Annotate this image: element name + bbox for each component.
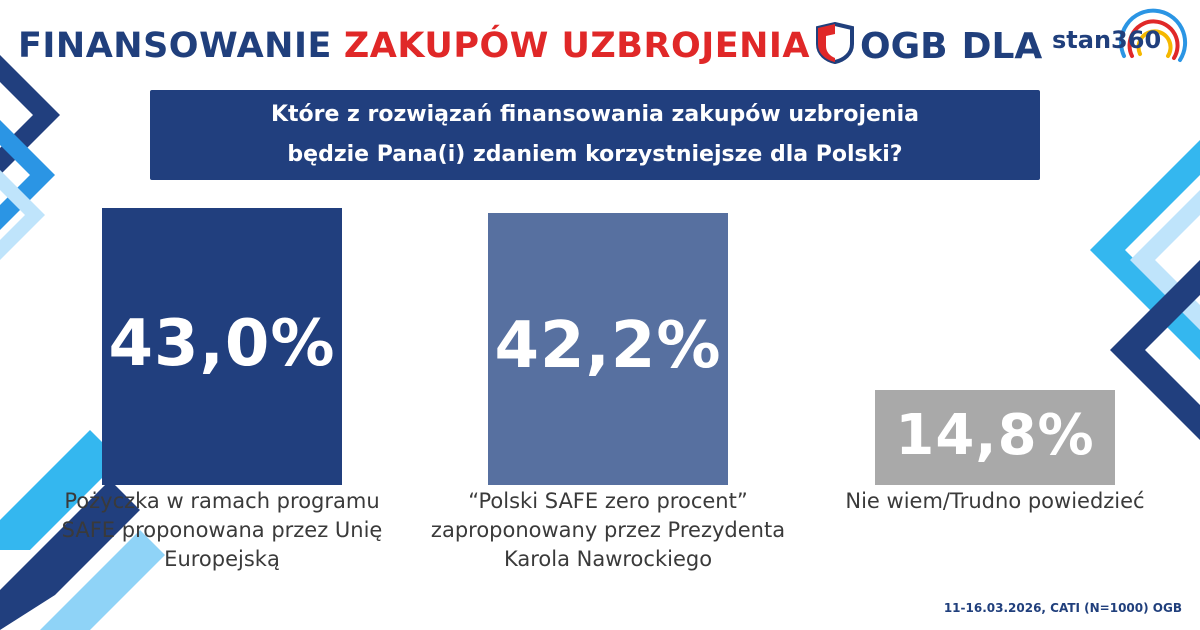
category-label-line: Nie wiem/Trudno powiedzieć <box>845 489 1145 513</box>
title-part-2: ZAKUPÓW UZBROJENIA <box>343 26 811 66</box>
stan360-logo-text: stan360 <box>1052 26 1162 54</box>
ogb-logo: OGB DLA <box>860 22 1042 70</box>
ogb-shield-icon <box>816 22 854 64</box>
category-label: Nie wiem/Trudno powiedzieć <box>805 487 1185 516</box>
chevron-shape <box>1110 260 1200 440</box>
chevron-shape <box>0 170 45 260</box>
chevron-shape <box>0 430 120 550</box>
bar-3: 14,8% <box>875 389 1115 485</box>
dla-text: DLA <box>961 25 1043 67</box>
category-label-line: Pożyczka w ramach programu <box>64 489 380 513</box>
title-part-1: FINANSOWANIE <box>18 26 332 66</box>
chevron-shape <box>0 480 140 630</box>
question-box: Które z rozwiązań finansowania zakupów u… <box>150 90 1040 180</box>
question-line-1: Które z rozwiązań finansowania zakupów u… <box>270 102 920 127</box>
category-label-line: zaproponowany przez Prezydenta <box>430 518 786 542</box>
category-label: “Polski SAFE zero procent” zaproponowany … <box>418 487 798 574</box>
ogb-logo-text: OGB <box>860 25 948 67</box>
stan360-rings-icon <box>1119 8 1188 62</box>
category-label: Pożyczka w ramach programu SAFE proponowa… <box>32 487 412 574</box>
category-label-line: SAFE proponowana przez Unię <box>61 518 383 542</box>
bar-value-label: 42,2% <box>494 309 722 384</box>
category-label-line: Karola Nawrockiego <box>503 547 713 571</box>
question-line-2: będzie Pana(i) zdaniem korzystniejsze dl… <box>287 142 903 167</box>
bar-1: 43,0% <box>102 207 342 485</box>
bar-2: 42,2% <box>488 212 728 485</box>
category-label-line: “Polski SAFE zero procent” <box>468 489 748 513</box>
page-title: FINANSOWANIE ZAKUPÓW UZBROJENIA <box>18 18 810 74</box>
bar-value-label: 43,0% <box>108 306 336 381</box>
chevron-shape <box>40 530 165 630</box>
bar-value-label: 14,8% <box>895 402 1095 468</box>
source-note: 11-16.03.2026, CATI (N=1000) OGB <box>943 601 1182 615</box>
category-label-line: Europejską <box>164 547 280 571</box>
